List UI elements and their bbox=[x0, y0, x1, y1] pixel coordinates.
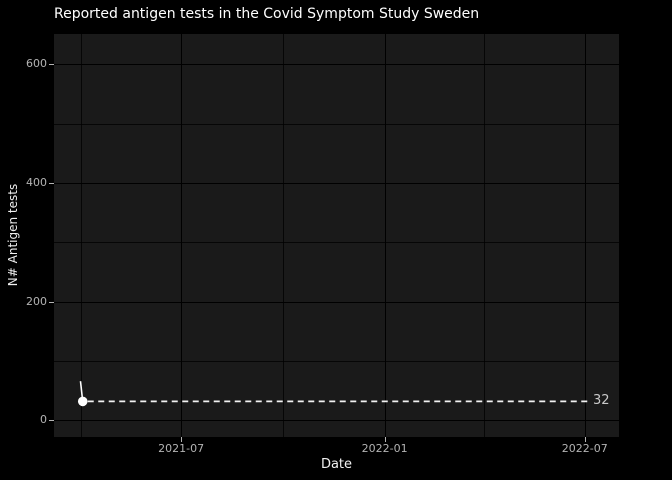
y-gridline-major bbox=[54, 182, 619, 184]
y-tick-label: 600 bbox=[26, 57, 47, 71]
annotation-value-label: 32 bbox=[593, 393, 610, 409]
y-tick-mark bbox=[49, 64, 54, 66]
y-gridline-major bbox=[54, 64, 619, 66]
y-gridline-minor bbox=[54, 123, 619, 125]
x-axis-title: Date bbox=[320, 457, 353, 472]
y-gridline-major bbox=[54, 420, 619, 422]
x-gridline-minor bbox=[80, 34, 82, 437]
y-gridline-minor bbox=[54, 242, 619, 244]
x-tick-label: 2021-07 bbox=[158, 442, 205, 455]
x-gridline-major bbox=[181, 34, 183, 437]
y-gridline-minor bbox=[54, 361, 619, 363]
x-tick-label: 2022-01 bbox=[361, 442, 408, 455]
x-tick-label: 2022-07 bbox=[561, 442, 608, 455]
x-tick-mark bbox=[384, 437, 386, 442]
x-gridline-major bbox=[584, 34, 586, 437]
y-tick-label: 400 bbox=[26, 175, 47, 189]
chart-title: Reported antigen tests in the Covid Symp… bbox=[54, 6, 480, 22]
y-tick-mark bbox=[49, 301, 54, 303]
y-tick-mark bbox=[49, 182, 54, 184]
y-gridline-major bbox=[54, 301, 619, 303]
x-tick-mark bbox=[584, 437, 586, 442]
y-tick-label: 0 bbox=[40, 413, 47, 427]
x-gridline-minor bbox=[282, 34, 284, 437]
plot-panel bbox=[54, 34, 619, 437]
y-axis-title: N# Antigen tests bbox=[6, 183, 20, 287]
x-gridline-major bbox=[384, 34, 386, 437]
x-tick-mark bbox=[181, 437, 183, 442]
y-tick-mark bbox=[49, 420, 54, 422]
y-tick-label: 200 bbox=[26, 294, 47, 308]
x-gridline-minor bbox=[484, 34, 486, 437]
